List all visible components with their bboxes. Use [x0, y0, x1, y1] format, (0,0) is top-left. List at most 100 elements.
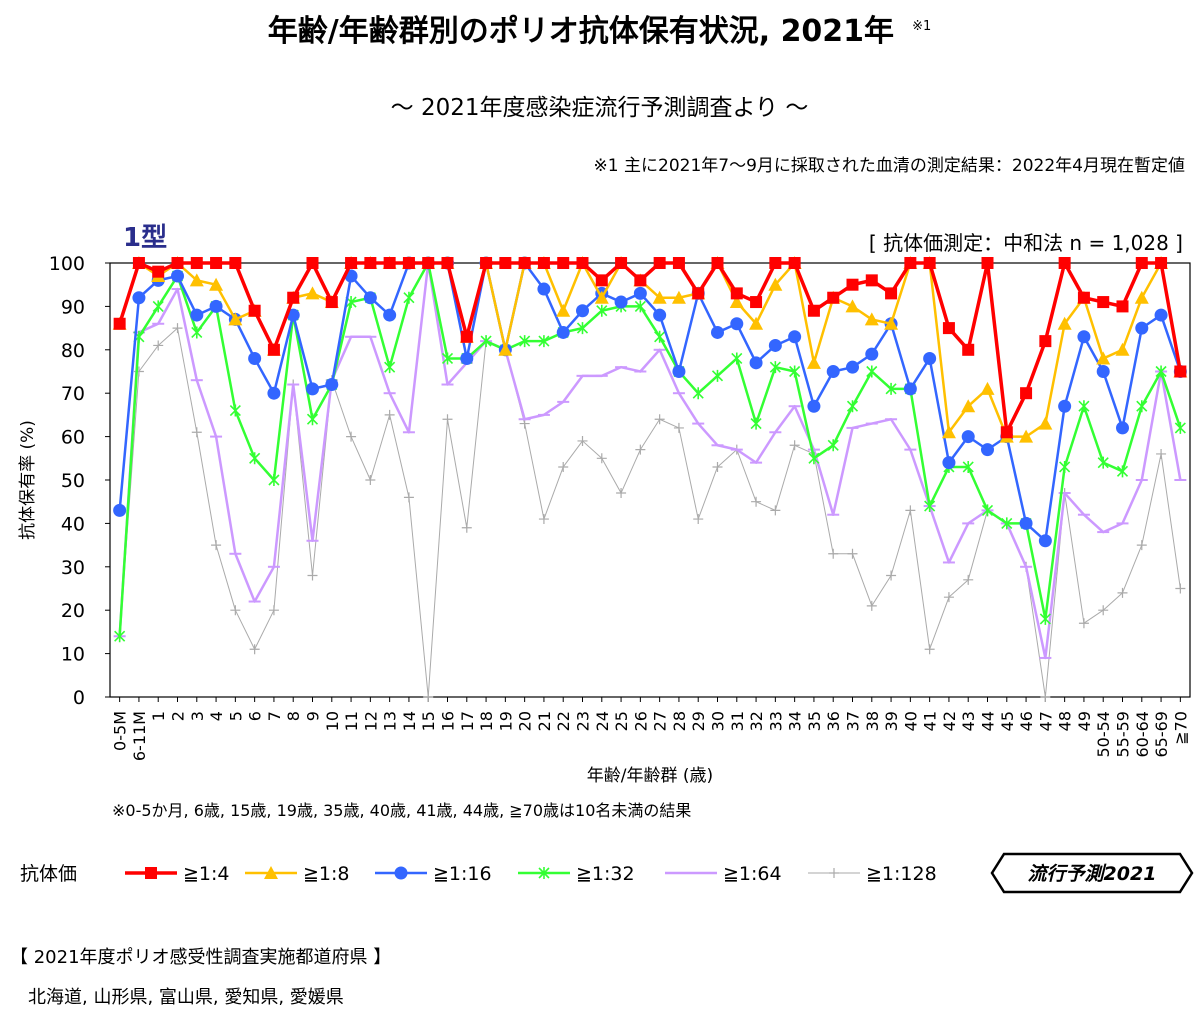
data-point-square — [1155, 257, 1168, 269]
data-point-circle — [807, 399, 821, 413]
panel-label: 1型 — [123, 223, 167, 253]
data-point-triangle — [884, 316, 899, 330]
data-point-square — [615, 257, 628, 269]
data-point-x — [789, 365, 801, 378]
data-point-x — [1136, 400, 1148, 413]
data-point-plus — [943, 592, 954, 603]
x-tick-label: 42 — [940, 711, 959, 731]
x-tick-label: 37 — [844, 711, 863, 731]
data-point-triangle — [749, 316, 764, 330]
x-tick-label: 29 — [689, 711, 708, 731]
x-tick-label: 11 — [342, 711, 361, 731]
x-tick-label: 18 — [477, 711, 496, 731]
data-point-square — [846, 278, 859, 291]
data-point-square — [422, 257, 435, 269]
data-point-circle — [306, 382, 319, 396]
data-point-plus — [230, 605, 241, 616]
data-point-plus — [616, 488, 627, 499]
data-point-circle — [576, 304, 589, 318]
data-point-circle — [942, 456, 956, 470]
data-point-circle — [267, 386, 281, 400]
data-point-x — [924, 500, 936, 513]
data-point-square — [634, 274, 647, 287]
data-point-circle — [1038, 534, 1052, 548]
data-point-plus — [461, 522, 472, 533]
data-point-circle — [749, 356, 763, 370]
x-tick-label: 8 — [284, 711, 303, 721]
data-point-x — [538, 867, 550, 879]
footnote-1: ※1 主に2021年7～9月に採取された血清の測定結果：2022年4月現在暫定値 — [593, 156, 1185, 176]
data-point-square — [692, 287, 705, 300]
data-point-circle — [961, 430, 975, 444]
data-point-plus — [172, 323, 183, 334]
data-point-square — [865, 274, 878, 287]
y-tick-label: 100 — [49, 253, 85, 275]
data-point-x — [1001, 517, 1013, 530]
data-point-square — [923, 257, 936, 269]
x-tick-label: 32 — [747, 711, 766, 731]
data-point-square — [210, 257, 223, 269]
data-point-square — [460, 330, 473, 343]
data-point-square — [1020, 387, 1033, 400]
x-tick-label: 26 — [631, 711, 650, 731]
y-tick-label: 10 — [61, 644, 85, 666]
data-point-x — [654, 330, 666, 343]
data-point-x — [731, 352, 743, 365]
data-point-plus — [924, 644, 935, 655]
data-point-circle — [1058, 399, 1072, 413]
data-point-circle — [633, 286, 647, 300]
data-point-plus — [403, 492, 414, 503]
method-note: [ 抗体価測定：中和法 n = 1,028 ] — [869, 231, 1183, 255]
x-tick-label: 22 — [554, 711, 573, 731]
data-point-square — [595, 274, 608, 287]
data-point-circle — [286, 308, 300, 322]
x-tick-label: 5 — [226, 711, 245, 721]
x-tick-label: 2 — [169, 711, 188, 721]
x-tick-label: 4 — [207, 711, 226, 721]
data-point-x — [711, 369, 724, 382]
chart-subtitle: ～ 2021年度感染症流行予測調査より ～ — [390, 95, 809, 121]
data-point-circle — [1019, 516, 1033, 530]
x-tick-label: 3 — [188, 711, 207, 721]
data-point-circle — [865, 347, 879, 361]
x-tick-label: 33 — [766, 711, 785, 731]
x-tick-label: 30 — [709, 711, 728, 731]
data-point-circle — [653, 308, 667, 322]
data-point-plus — [770, 505, 781, 516]
data-point-square — [402, 257, 415, 269]
y-tick-label: 30 — [61, 557, 85, 579]
data-point-plus — [249, 644, 260, 655]
data-point-square — [1000, 426, 1013, 439]
legend-label: ≧1:16 — [433, 863, 492, 885]
x-tick-label: 7 — [265, 711, 284, 721]
data-point-x — [114, 630, 126, 643]
data-point-triangle — [209, 277, 224, 291]
x-tick-label: 49 — [1075, 711, 1094, 731]
data-point-plus — [596, 453, 607, 464]
data-point-plus — [1156, 448, 1167, 459]
x-tick-label: 19 — [496, 711, 515, 731]
data-point-triangle — [768, 277, 783, 291]
data-point-circle — [788, 330, 802, 344]
data-point-triangle — [498, 342, 513, 356]
x-tick-label: 44 — [979, 711, 998, 731]
x-tick-label: 25 — [612, 711, 631, 731]
data-point-triangle — [652, 290, 667, 304]
data-point-triangle — [1096, 351, 1111, 365]
x-tick-label: 13 — [381, 711, 400, 731]
data-point-square — [827, 291, 840, 304]
data-point-plus — [307, 570, 318, 581]
x-tick-label: 17 — [458, 711, 477, 731]
x-tick-label: 27 — [651, 711, 670, 731]
y-tick-label: 70 — [61, 383, 85, 405]
data-point-triangle — [729, 295, 744, 309]
data-point-plus — [963, 574, 974, 585]
data-point-x — [634, 300, 646, 313]
x-tick-label: 6-11M — [130, 711, 149, 761]
data-point-circle — [383, 308, 397, 322]
data-point-circle — [113, 503, 127, 517]
data-point-square — [287, 291, 300, 304]
data-point-circle — [614, 295, 628, 309]
y-tick-label: 0 — [73, 687, 85, 709]
